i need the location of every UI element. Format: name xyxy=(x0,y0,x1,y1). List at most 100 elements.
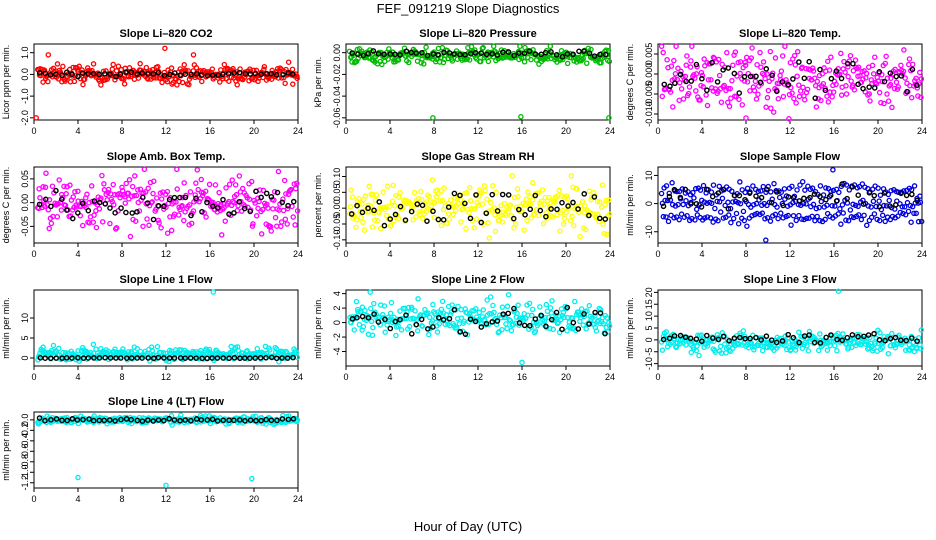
data-point xyxy=(418,196,425,203)
data-point xyxy=(490,302,496,309)
data-point xyxy=(601,230,607,237)
x-tick-label: 20 xyxy=(249,249,259,259)
data-point xyxy=(668,63,675,69)
hourly-point xyxy=(780,202,786,209)
data-point xyxy=(536,212,542,219)
data-point xyxy=(40,79,46,85)
points xyxy=(658,288,925,359)
data-point xyxy=(369,224,376,230)
data-point xyxy=(413,214,419,220)
data-point xyxy=(684,53,690,59)
data-point xyxy=(564,195,571,202)
x-tick-label: 0 xyxy=(655,126,660,136)
data-point xyxy=(542,315,548,321)
y-tick-label: 15 xyxy=(644,299,654,309)
x-tick-label: 4 xyxy=(699,372,704,382)
data-point xyxy=(774,204,780,210)
y-tick-label: -10 xyxy=(644,357,654,370)
data-point xyxy=(834,347,840,354)
data-point xyxy=(142,189,149,195)
data-point xyxy=(76,63,82,70)
hourly-point xyxy=(893,73,900,80)
data-point xyxy=(436,321,443,327)
data-point xyxy=(692,217,698,223)
data-point xyxy=(582,203,588,209)
y-tick-label: 0.0 xyxy=(20,414,30,427)
data-point xyxy=(824,93,830,99)
data-point xyxy=(445,211,452,217)
y-tick-label: 10 xyxy=(644,311,654,321)
hourly-point xyxy=(801,195,807,202)
data-point xyxy=(506,316,513,323)
x-tick-label: 0 xyxy=(31,126,36,136)
data-point xyxy=(787,59,794,66)
data-point xyxy=(658,190,665,197)
hourly-point xyxy=(226,355,232,362)
data-point xyxy=(871,54,878,60)
y-tick-label: -1.0 xyxy=(20,465,30,481)
panel-4: Slope Amb. Box Temp. 0 4 8 12 16 20 24 -0.05 0.00… xyxy=(1,151,303,259)
data-point xyxy=(294,75,300,82)
data-point xyxy=(72,189,78,195)
hourly-point xyxy=(817,193,823,200)
data-point xyxy=(793,100,799,106)
data-point xyxy=(823,185,829,191)
data-point xyxy=(879,344,886,351)
data-point xyxy=(271,188,278,195)
data-point xyxy=(799,178,806,185)
hourly-point xyxy=(542,49,549,56)
data-point xyxy=(578,306,585,312)
hourly-point xyxy=(671,333,678,339)
data-point xyxy=(423,44,429,50)
y-tick-label: -0.2 xyxy=(20,423,30,439)
data-point xyxy=(804,342,810,349)
hourly-point xyxy=(355,51,361,57)
data-point xyxy=(663,183,670,189)
x-tick-label: 24 xyxy=(293,126,303,136)
data-point xyxy=(658,43,665,50)
data-point xyxy=(737,179,743,185)
data-point xyxy=(727,85,734,92)
data-point xyxy=(285,59,292,65)
data-point xyxy=(606,58,613,65)
data-point xyxy=(503,321,509,327)
data-point xyxy=(388,222,394,229)
data-point xyxy=(714,198,720,205)
hourly-point xyxy=(161,72,168,79)
data-point xyxy=(284,205,291,212)
data-point xyxy=(742,62,749,69)
data-point xyxy=(832,203,838,209)
data-point xyxy=(141,166,148,173)
x-tick-label: 12 xyxy=(785,126,795,136)
x-tick-label: 4 xyxy=(699,249,704,259)
data-point xyxy=(563,209,569,216)
data-point xyxy=(522,202,529,208)
data-point xyxy=(755,188,762,195)
hourly-point xyxy=(709,59,715,66)
data-point xyxy=(901,47,907,53)
data-point xyxy=(416,209,422,215)
y-tick-label: -1.2 xyxy=(20,475,30,491)
hourly-point xyxy=(500,49,506,56)
data-point xyxy=(560,309,567,316)
x-tick-label: 16 xyxy=(829,372,839,382)
data-point xyxy=(111,202,117,208)
data-point xyxy=(414,328,421,334)
hourly-point xyxy=(763,333,770,340)
hourly-point xyxy=(118,205,124,211)
data-point xyxy=(870,198,877,205)
hourly-point xyxy=(113,73,119,80)
data-point xyxy=(485,220,491,226)
hourly-point xyxy=(69,355,75,361)
data-point xyxy=(803,215,810,222)
hourly-point xyxy=(796,59,802,65)
hourly-point xyxy=(365,205,371,212)
hourly-point xyxy=(193,355,199,361)
y-tick-label: -1.0 xyxy=(20,88,30,104)
data-point xyxy=(905,208,912,215)
data-point xyxy=(429,318,436,324)
hourly-point xyxy=(564,51,571,57)
hourly-point xyxy=(844,334,851,341)
hourly-point xyxy=(548,206,554,212)
hourly-point xyxy=(134,209,140,215)
